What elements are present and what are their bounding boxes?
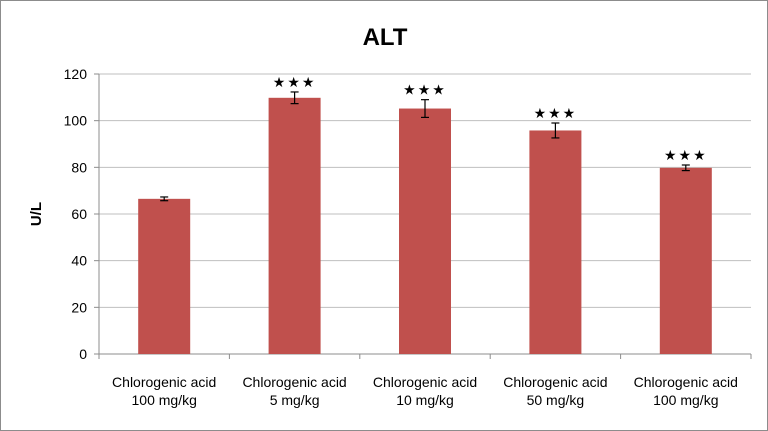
y-tick-label: 0 [79, 346, 87, 362]
significance-label: ★★★ [664, 148, 708, 164]
x-tick-label: 100 mg/kg [653, 392, 718, 408]
bar [138, 198, 191, 354]
y-axis-label: U/L [28, 202, 45, 226]
x-tick-label: Chlorogenic acid [373, 374, 477, 390]
y-tick-label: 20 [71, 299, 87, 315]
bar [399, 108, 451, 355]
y-tick-label: 120 [64, 66, 88, 82]
y-tick-label: 40 [71, 253, 87, 269]
x-tick-label: Chlorogenic acid [242, 374, 346, 390]
significance-label: ★★★ [534, 106, 578, 122]
y-tick-label: 80 [71, 159, 87, 175]
x-tick-label: 5 mg/kg [270, 392, 320, 408]
y-tick-label: 60 [71, 206, 87, 222]
bar [529, 130, 582, 354]
significance-label: ★★★ [273, 75, 317, 91]
y-tick-label: 100 [64, 113, 88, 129]
x-tick-label: Chlorogenic acid [503, 374, 607, 390]
x-tick-label: Chlorogenic acid [634, 374, 738, 390]
chart-title: ALT [363, 24, 408, 51]
tick-labels: 0 20 40 60 80 100 120 Chlorogenic acid 100 mg/kg… [64, 66, 738, 408]
bar [268, 97, 321, 355]
x-tick-label: Chlorogenic acid [112, 374, 216, 390]
x-tick-label: 10 mg/kg [396, 392, 454, 408]
x-tick-label: 50 mg/kg [527, 392, 585, 408]
bar [659, 167, 712, 354]
x-tick-label: 100 mg/kg [132, 392, 197, 408]
bars [138, 91, 712, 355]
significance-label: ★★★ [403, 83, 447, 99]
